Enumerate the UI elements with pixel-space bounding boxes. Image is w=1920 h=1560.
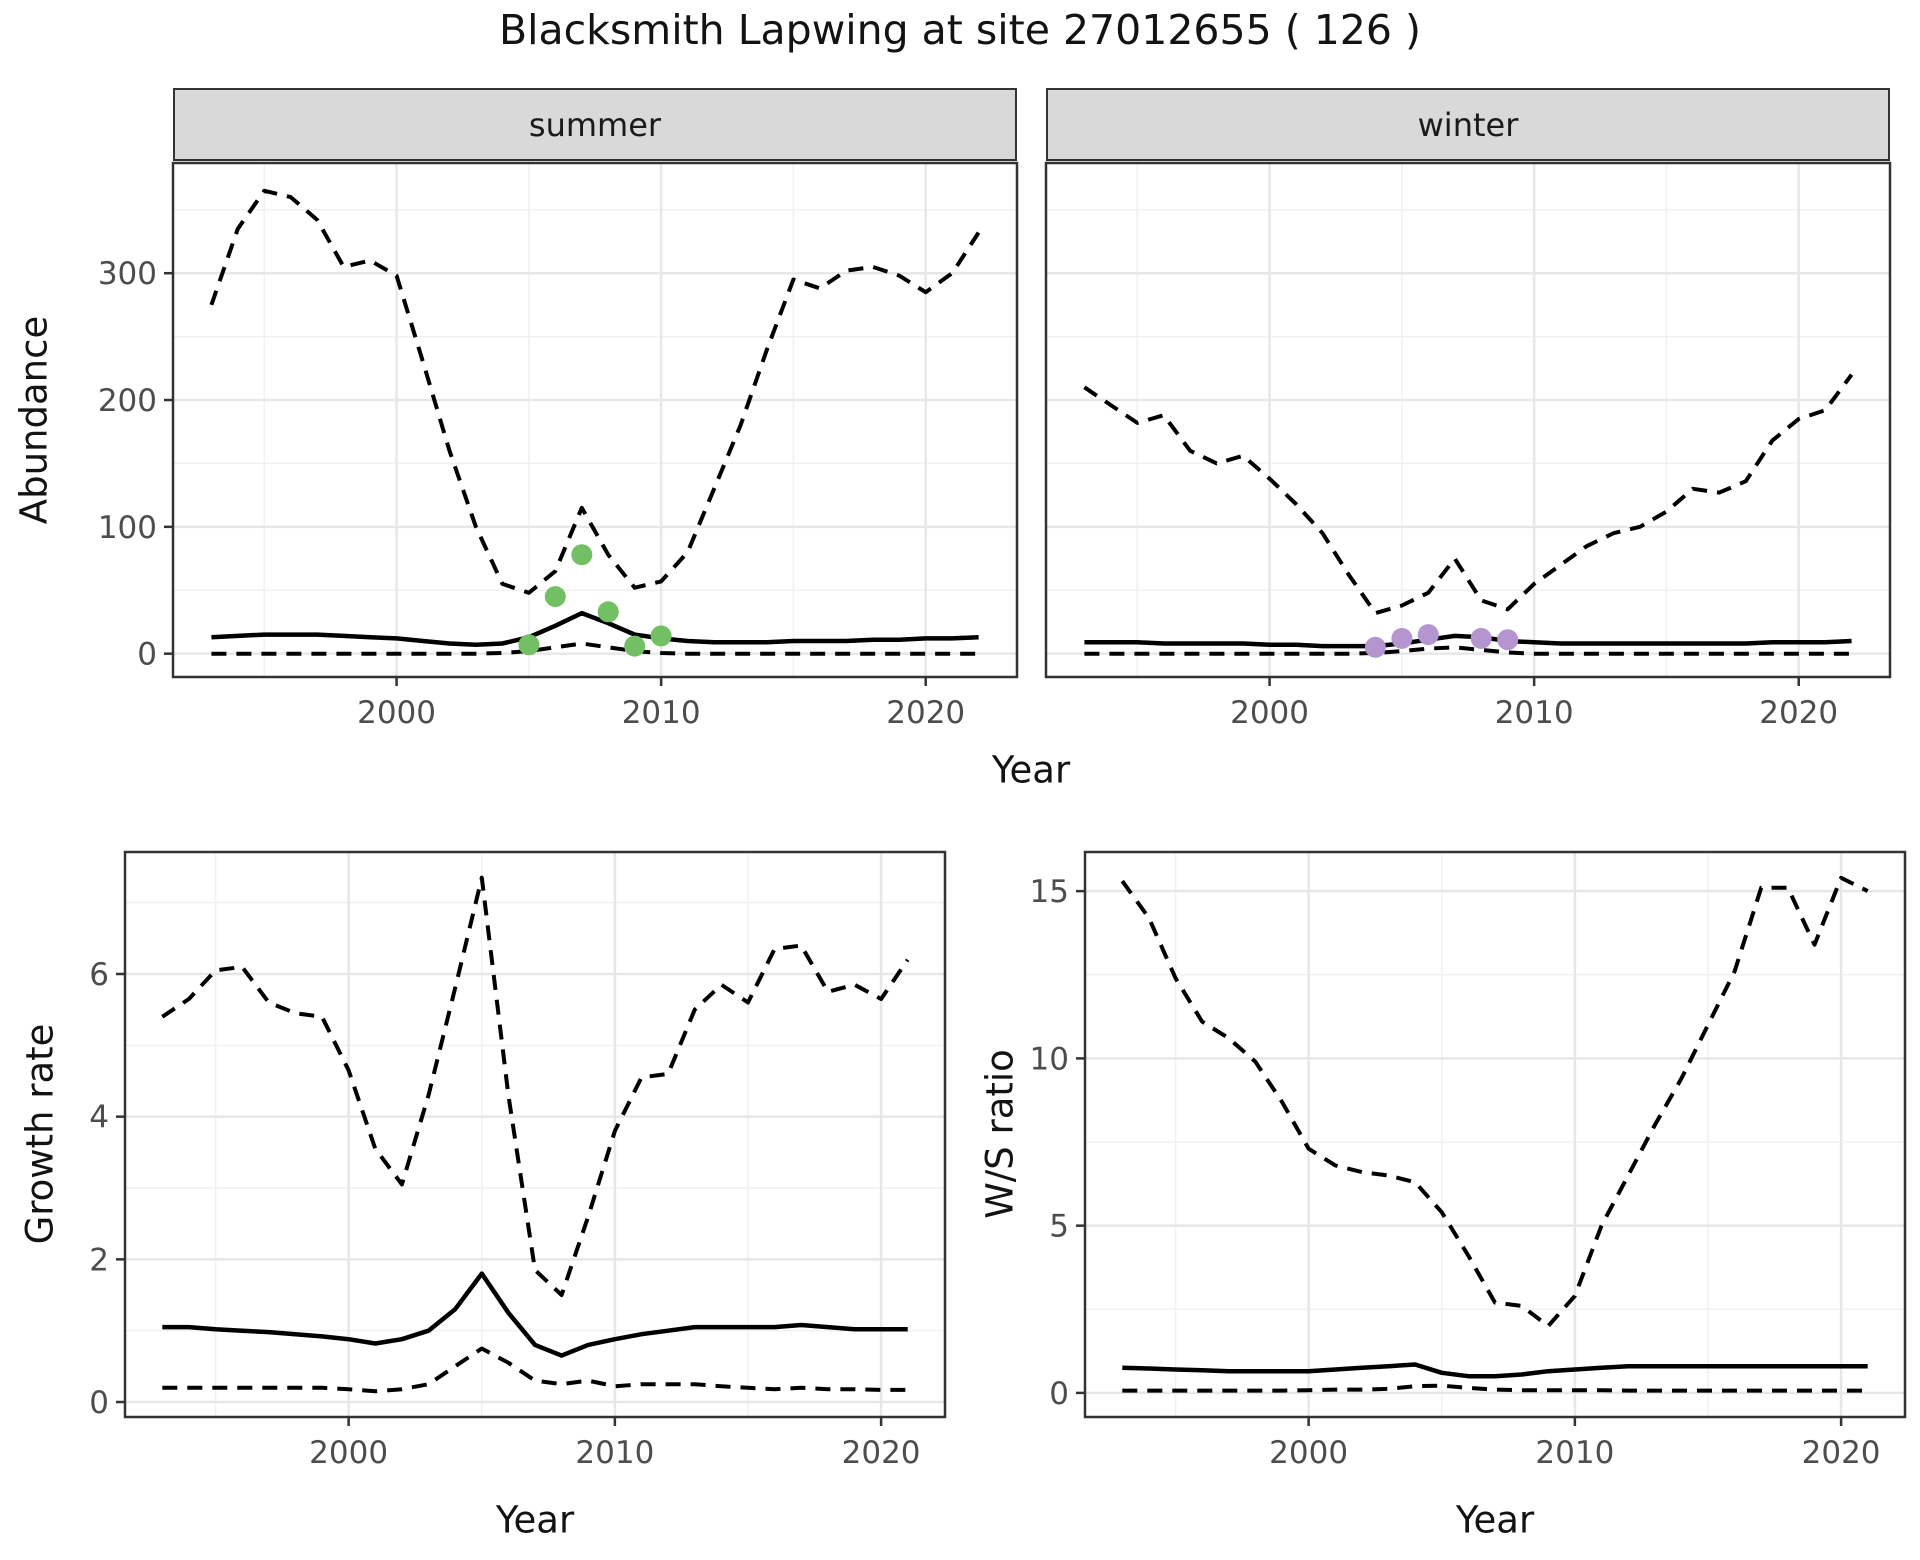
data-point-observed-winter-counts	[1391, 627, 1413, 649]
panel-background	[125, 852, 945, 1417]
panel-ws-ratio: 2000 2010 2020 0 5 10 15	[1030, 850, 1907, 1471]
data-point-observed-summer-counts	[518, 634, 540, 656]
data-point-observed-winter-counts	[1417, 624, 1439, 646]
y-tick-label: 6	[89, 957, 109, 993]
panel-abundance-winter: 2000 2010 2020	[1044, 161, 1892, 731]
x-axis-title-top: Year	[991, 748, 1071, 792]
y-tick-label: 0	[89, 1385, 109, 1421]
x-tick-label: 2000	[309, 1435, 388, 1471]
x-tick-label: 2010	[575, 1435, 654, 1471]
facet-strip-summer: summer	[173, 88, 1017, 161]
facet-strip-label: summer	[528, 105, 662, 144]
series-median	[211, 610, 979, 648]
x-tick-label: 2020	[1802, 1435, 1881, 1471]
facet-strip-winter: winter	[1046, 88, 1890, 161]
series-lower-95ci	[1084, 645, 1852, 656]
panel-border	[1044, 161, 1892, 679]
series-upper-95ci	[1120, 875, 1869, 1328]
y-axis-title-abundance: Abundance	[12, 315, 56, 525]
data-point-observed-summer-counts	[624, 635, 646, 657]
panel-background	[173, 163, 1017, 677]
x-tick-label: 2020	[842, 1435, 921, 1471]
data-point-observed-summer-counts	[544, 586, 566, 608]
data-point-observed-summer-counts	[650, 625, 672, 647]
x-tick-label: 2010	[1535, 1435, 1614, 1471]
data-point-observed-winter-counts	[1470, 627, 1492, 649]
y-tick-label: 5	[1049, 1209, 1069, 1245]
panel-growth-rate: 2000 2010 2020 0 2 4 6	[89, 850, 947, 1471]
x-axis-title-growth: Year	[495, 1498, 575, 1542]
panel-border	[123, 850, 947, 1419]
data-point-observed-winter-counts	[1364, 636, 1386, 658]
series-upper-95ci	[1083, 373, 1854, 616]
y-tick-label: 2	[89, 1242, 109, 1278]
chart-title: Blacksmith Lapwing at site 27012655 ( 12…	[498, 6, 1422, 54]
x-tick-label: 2000	[1269, 1435, 1348, 1471]
panel-abundance-summer: 2000 2010 2020 0 100 200 300	[98, 161, 1019, 731]
panel-background	[1046, 163, 1890, 677]
y-tick-label: 4	[89, 1100, 109, 1136]
panel-border	[1083, 850, 1907, 1419]
data-point-observed-winter-counts	[1497, 629, 1519, 651]
y-tick-label: 300	[98, 256, 157, 292]
series-median	[162, 1271, 908, 1358]
x-tick-label: 2010	[1495, 695, 1574, 731]
x-tick-label: 2000	[357, 695, 436, 731]
data-point-observed-summer-counts	[597, 601, 619, 623]
series-median	[1122, 1362, 1868, 1379]
y-axis-title-growth: Growth rate	[18, 1023, 62, 1245]
panel-border	[171, 161, 1019, 679]
series-lower-95ci	[211, 641, 979, 656]
series-median	[1084, 633, 1852, 649]
y-tick-label: 100	[98, 510, 157, 546]
data-point-observed-summer-counts	[571, 544, 593, 566]
series-upper-95ci	[209, 188, 981, 595]
y-tick-label: 10	[1030, 1041, 1069, 1077]
y-tick-label: 15	[1030, 874, 1069, 910]
x-tick-label: 2020	[886, 695, 965, 731]
y-tick-label: 0	[137, 637, 157, 673]
series-upper-95ci	[161, 875, 910, 1297]
x-tick-label: 2020	[1759, 695, 1838, 731]
y-axis-title-ws: W/S ratio	[978, 1049, 1022, 1219]
x-tick-label: 2010	[622, 695, 701, 731]
panel-background	[1085, 852, 1905, 1417]
x-tick-label: 2000	[1230, 695, 1309, 731]
y-tick-label: 200	[98, 383, 157, 419]
x-axis-title-ws: Year	[1455, 1498, 1535, 1542]
facet-strip-label: winter	[1417, 105, 1519, 144]
y-tick-label: 0	[1049, 1376, 1069, 1412]
